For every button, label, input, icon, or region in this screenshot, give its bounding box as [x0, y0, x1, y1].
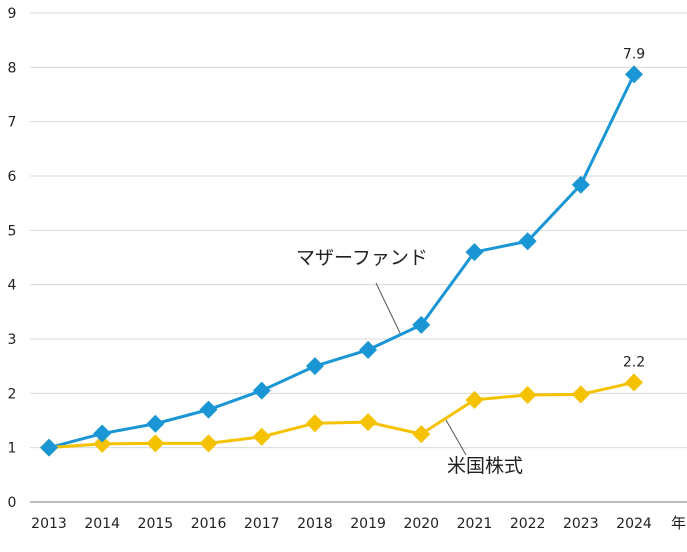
series-line-0 [48, 73, 636, 450]
x-tick-label: 2020 [403, 516, 439, 532]
data-point-1 [252, 427, 271, 446]
x-tick-label: 2023 [563, 516, 599, 532]
x-tick-label: 2018 [297, 516, 333, 532]
data-point-0 [146, 414, 165, 433]
y-tick-label: 7 [8, 115, 17, 131]
data-point-0 [625, 65, 643, 84]
data-point-1 [412, 425, 431, 444]
data-point-0 [518, 232, 537, 251]
data-point-0 [40, 438, 58, 457]
data-point-0 [252, 381, 271, 400]
y-tick-label: 2 [8, 386, 17, 402]
data-point-1 [465, 390, 484, 409]
y-tick-label: 6 [8, 169, 17, 185]
leader-line-us-stocks [445, 419, 467, 456]
data-point-0 [412, 315, 431, 334]
data-point-1 [518, 385, 537, 404]
series-label-us-stocks: 米国株式 [447, 455, 523, 477]
data-point-0 [571, 175, 590, 194]
data-point-0 [465, 243, 484, 262]
end-label-mother-fund: 7.9 [623, 46, 645, 62]
data-point-1 [305, 414, 324, 433]
y-tick-label: 9 [8, 6, 17, 22]
x-axis-label: 年 [671, 514, 686, 532]
x-tick-label: 2016 [191, 516, 227, 532]
x-tick-label: 2021 [457, 516, 493, 532]
data-point-1 [199, 434, 218, 453]
data-point-0 [93, 424, 112, 443]
data-point-1 [93, 434, 112, 453]
x-tick-label: 2013 [31, 516, 67, 532]
y-tick-label: 5 [8, 223, 17, 239]
x-tick-label: 2017 [244, 516, 280, 532]
data-point-0 [359, 340, 378, 359]
data-point-1 [571, 385, 590, 404]
series-label-mother-fund: マザーファンド [296, 247, 428, 269]
x-tick-label: 2024 [616, 516, 652, 532]
y-tick-label: 1 [8, 441, 17, 457]
x-tick-label: 2022 [510, 516, 546, 532]
y-tick-label: 0 [8, 495, 17, 511]
data-point-1 [625, 373, 643, 392]
data-point-0 [199, 400, 218, 419]
y-tick-label: 8 [8, 60, 17, 76]
data-point-1 [146, 434, 165, 453]
y-tick-label: 3 [8, 332, 17, 348]
y-tick-label: 4 [8, 278, 17, 294]
x-tick-label: 2019 [350, 516, 386, 532]
series-line-1 [48, 381, 635, 450]
end-label-us-stocks: 2.2 [623, 354, 645, 370]
x-tick-label: 2014 [84, 516, 120, 532]
data-point-0 [305, 357, 324, 376]
x-tick-label: 2015 [138, 516, 174, 532]
data-point-1 [359, 413, 378, 432]
leader-line-mother-fund [375, 282, 401, 334]
